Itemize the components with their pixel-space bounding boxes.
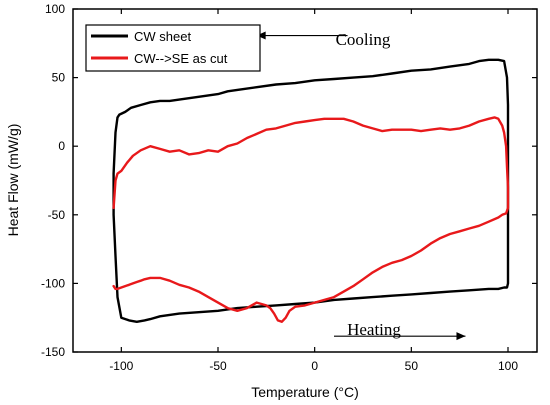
y-tick-label: -50 xyxy=(48,208,66,222)
y-tick-label: 100 xyxy=(45,2,65,16)
series-line-1 xyxy=(112,116,510,323)
cooling-arrow xyxy=(256,31,348,40)
y-tick-label: 0 xyxy=(58,139,65,153)
y-axis-label: Heat Flow (mW/g) xyxy=(5,124,21,237)
x-axis-label: Temperature (°C) xyxy=(251,384,359,400)
y-tick-label: -100 xyxy=(41,276,65,290)
x-tick-label: -100 xyxy=(109,359,133,373)
legend-box xyxy=(85,24,261,72)
x-tick-label: 0 xyxy=(311,359,318,373)
x-tick-label: -50 xyxy=(209,359,227,373)
heating-annotation: Heating xyxy=(347,320,401,339)
plot-layer xyxy=(112,58,510,323)
x-tick-label: 100 xyxy=(498,359,518,373)
x-tick-label: 50 xyxy=(405,359,419,373)
cooling-annotation: Cooling xyxy=(336,30,391,49)
annotation-layer: Cooling Heating xyxy=(256,30,466,341)
axes-layer: -100 -50 0 50 100 -150 -100 -50 0 50 100 xyxy=(41,2,538,373)
y-tick-label: -150 xyxy=(41,345,65,359)
legend-label-cw-sheet: CW sheet xyxy=(134,29,191,44)
legend: CW sheet CW-->SE as cut xyxy=(85,24,261,72)
heating-arrow xyxy=(334,332,466,341)
legend-label-cw-se: CW-->SE as cut xyxy=(134,51,228,66)
y-tick-label: 50 xyxy=(52,71,66,85)
plot-frame xyxy=(72,8,538,353)
